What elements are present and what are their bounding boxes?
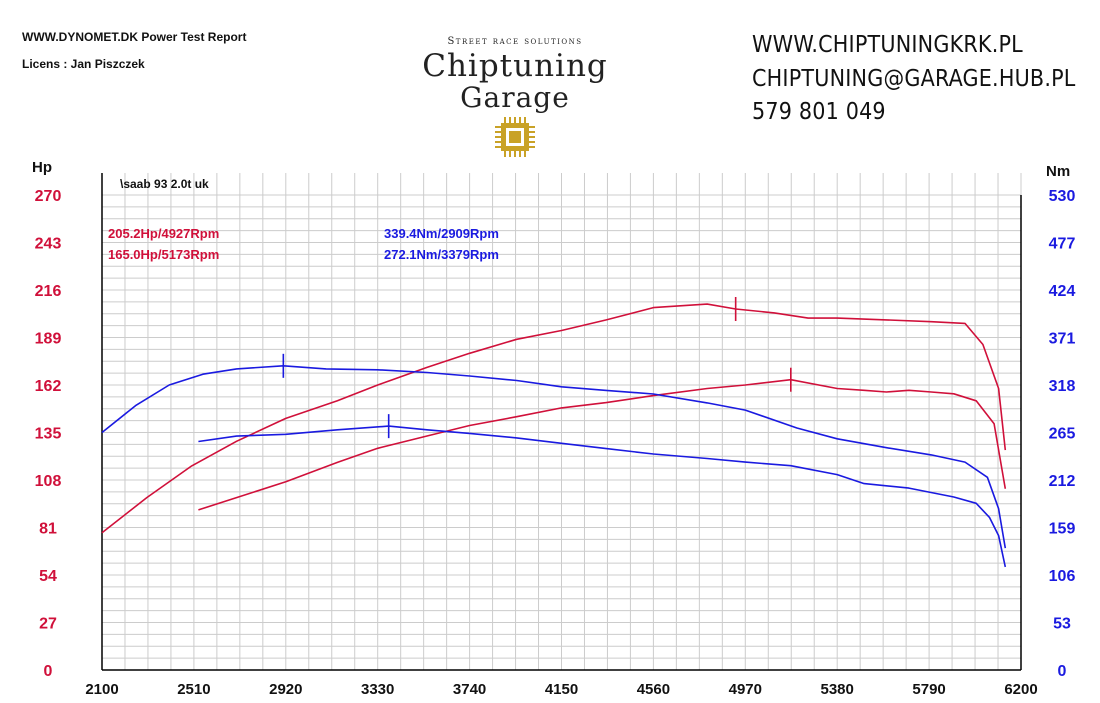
y-tick-label-left: 54 [39, 568, 57, 585]
y-tick-label-left: 270 [35, 188, 62, 205]
y-tick-label-left: 162 [35, 378, 62, 395]
y-tick-label-right: 477 [1049, 236, 1076, 253]
y-tick-label-left: 243 [35, 236, 62, 253]
chip-icon [495, 117, 535, 157]
y-tick-label-left: 135 [35, 426, 62, 443]
series [101, 297, 1007, 568]
x-tick-label: 2100 [85, 681, 118, 698]
y-tick-label-left: 189 [35, 331, 62, 348]
nm-annotation-2: 272.1Nm/3379Rpm [384, 247, 499, 262]
logo: Street race solutions Chiptuning Garage [400, 36, 630, 163]
y-tick-label-right: 371 [1049, 331, 1076, 348]
series-line-2 [198, 378, 1007, 511]
grid [101, 173, 1022, 671]
x-tick-label: 5790 [912, 681, 945, 698]
nm-annotation-1: 339.4Nm/2909Rpm [384, 226, 499, 241]
y-tick-label-right: 159 [1049, 521, 1076, 538]
x-tick-label: 2920 [269, 681, 302, 698]
axes: 2100 2510 2920 3330 3740 4150 4560 4970 5380 5790… [35, 173, 1076, 698]
logo-tagline: Street race solutions [447, 36, 583, 47]
y-tick-label-left: 216 [35, 283, 62, 300]
x-tick-label: 3740 [453, 681, 486, 698]
y-tick-label-right: 318 [1049, 378, 1076, 395]
y-tick-label-left: 81 [39, 521, 57, 538]
chart-title: \saab 93 2.0t uk [120, 177, 209, 191]
hp-annotation-1: 205.2Hp/4927Rpm [108, 226, 219, 241]
y-axis-left-label: Hp [32, 159, 52, 176]
y-tick-label-right: 106 [1049, 568, 1076, 585]
y-tick-label-right: 0 [1058, 663, 1067, 680]
y-tick-label-left: 27 [39, 616, 57, 633]
x-tick-label: 4150 [545, 681, 578, 698]
y-tick-label-right: 530 [1049, 188, 1076, 205]
website-text: WWW.CHIPTUNINGKRK.PL [752, 32, 1023, 58]
licens-line: Licens : Jan Piszczek [22, 57, 145, 71]
hp-annotation-2: 165.0Hp/5173Rpm [108, 247, 219, 262]
email-text: CHIPTUNING@GARAGE.HUB.PL [752, 66, 1076, 92]
y-tick-label-right: 53 [1053, 616, 1071, 633]
phone-text: 579 801 049 [752, 99, 886, 125]
x-tick-label: 3330 [361, 681, 394, 698]
x-tick-label: 2510 [177, 681, 210, 698]
y-tick-label-right: 212 [1049, 473, 1076, 490]
series-line-1 [101, 303, 1007, 534]
y-tick-label-right: 424 [1049, 283, 1076, 300]
x-tick-label: 6200 [1004, 681, 1037, 698]
report-title: WWW.DYNOMET.DK Power Test Report [22, 30, 247, 44]
x-tick-label: 4560 [637, 681, 670, 698]
logo-line-2: Garage [460, 81, 570, 114]
logo-line-1: Chiptuning [422, 48, 608, 84]
x-tick-label: 4970 [729, 681, 762, 698]
y-tick-label-left: 0 [44, 663, 53, 680]
x-tick-label: 5380 [821, 681, 854, 698]
y-tick-label-right: 265 [1049, 426, 1076, 443]
series-line-3 [101, 364, 1007, 549]
y-tick-label-left: 108 [35, 473, 62, 490]
y-axis-right-label: Nm [1046, 163, 1070, 180]
series-line-4 [198, 425, 1007, 568]
